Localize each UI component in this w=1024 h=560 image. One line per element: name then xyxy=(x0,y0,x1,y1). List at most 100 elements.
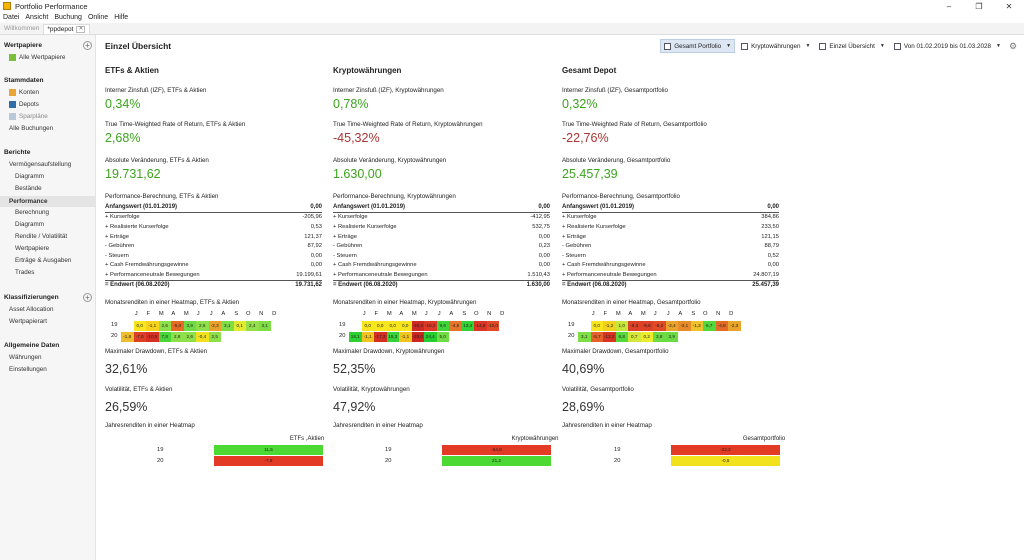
izf-value: 0,34% xyxy=(105,97,141,111)
sidebar-item-wertpapiere[interactable]: Wertpapiere xyxy=(15,245,50,252)
calc-row-label: Anfangswert (01.01.2019) xyxy=(333,204,406,211)
report-column: Gesamt Depot Interner Zinsfuß (IZF), Gesa… xyxy=(562,35,785,560)
sidebar-item-performance[interactable]: Performance xyxy=(0,196,95,207)
heatmap-cell: 7,8 xyxy=(158,332,171,342)
heatmap-cell: 0,0 xyxy=(361,321,374,331)
calc-row-value: 0,00 xyxy=(767,204,779,211)
heatmap-cell: 3,9 xyxy=(665,332,678,342)
heatmap-month-label: A xyxy=(399,311,404,317)
add-classification-icon[interactable]: + xyxy=(83,293,92,302)
minimize-button[interactable]: – xyxy=(946,1,952,11)
heatmap-month-label: N xyxy=(259,311,264,317)
yearly-heatmap-year: 20 xyxy=(385,458,392,464)
max-drawdown-label: Maximaler Drawdown, ETFs & Aktien xyxy=(105,348,208,355)
calc-row-label: + Cash Fremdwährungsgewinne xyxy=(333,262,417,269)
sidebar-section-stammdaten: Stammdaten xyxy=(4,77,44,84)
heatmap-cell: 3,1 xyxy=(221,321,234,331)
currency-filter-dropdown[interactable]: Kryptowährungen ▼ xyxy=(738,39,813,53)
sidebar-item-sparplaene[interactable]: Sparpläne xyxy=(9,113,48,120)
absolute-change-value: 25.457,39 xyxy=(562,167,618,181)
izf-label: Interner Zinsfuß (IZF), ETFs & Aktien xyxy=(105,87,207,94)
calc-row: + Realisierte Kurserfolge 0,53 xyxy=(105,222,322,232)
heatmap-cell: 2,5 xyxy=(208,332,221,342)
heatmap-cell: 13,4 xyxy=(461,321,474,331)
calc-row-label: Anfangswert (01.01.2019) xyxy=(105,204,178,211)
calc-row: Anfangswert (01.01.2019) 0,00 xyxy=(105,203,322,213)
sidebar-item-alle-buchungen[interactable]: Alle Buchungen xyxy=(9,125,54,132)
heatmap-month-label: A xyxy=(171,311,176,317)
sidebar-item-berechnung[interactable]: Berechnung xyxy=(15,209,49,216)
gear-icon[interactable]: ⚙ xyxy=(1009,40,1018,51)
sidebar-item-alle-wertpapiere[interactable]: Alle Wertpapiere xyxy=(9,54,65,61)
heatmap-month-label: J xyxy=(209,311,213,317)
view-mode-dropdown[interactable]: Einzel Übersicht ▼ xyxy=(816,39,887,53)
sidebar-item-rendite-volatilitaet[interactable]: Rendite / Volatilität xyxy=(15,233,68,240)
calc-row-value: 233,50 xyxy=(761,223,779,230)
heatmap-cell: -1,1 xyxy=(399,332,412,342)
yearly-heatmap-year: 19 xyxy=(614,447,621,453)
menu-online[interactable]: Online xyxy=(87,14,109,21)
performance-calc-label: Performance-Berechnung, Gesamtportfolio xyxy=(562,193,680,200)
portfolio-filter-dropdown[interactable]: Gesamt Portfolio ▼ xyxy=(660,39,736,53)
chevron-down-icon: ▼ xyxy=(726,43,732,49)
add-wertpapier-icon[interactable]: + xyxy=(83,41,92,50)
calc-row-value: 0,00 xyxy=(310,262,322,269)
heatmap-month-label: S xyxy=(462,311,467,317)
menu-datei[interactable]: Datei xyxy=(3,14,20,21)
calc-row-value: 24.807,19 xyxy=(753,271,779,278)
yearly-heatmap-cell: -7,8 xyxy=(214,456,323,466)
sidebar-item-wertpapierart[interactable]: Wertpapierart xyxy=(9,318,48,325)
menu-buchung[interactable]: Buchung xyxy=(54,14,82,21)
ttwror-value: 2,68% xyxy=(105,131,141,145)
sidebar-item-waehrungen[interactable]: Währungen xyxy=(9,354,42,361)
sidebar-item-ertraege-ausgaben[interactable]: Erträge & Ausgaben xyxy=(15,257,72,264)
savings-plan-icon xyxy=(9,113,16,120)
heatmap-cell: -9,3 xyxy=(628,321,641,331)
yearly-heatmap-cell: 21,2 xyxy=(442,456,551,466)
filter-icon xyxy=(664,42,672,50)
calc-row-value: 1.630,00 xyxy=(526,282,550,289)
sidebar-item-performance-diagramm[interactable]: Diagramm xyxy=(15,221,45,228)
close-button[interactable]: ✕ xyxy=(1005,1,1013,11)
heatmap-month-label: M xyxy=(411,311,417,317)
calc-row-value: 121,15 xyxy=(761,233,779,240)
sidebar-item-vermoegensaufstellung[interactable]: Vermögensaufstellung xyxy=(9,161,72,168)
heatmap-month-label: M xyxy=(640,311,646,317)
calc-row-label: = Endwert (06.08.2020) xyxy=(562,282,627,289)
menu-ansicht[interactable]: Ansicht xyxy=(25,14,49,21)
heatmap-cell: -4,5 xyxy=(449,321,462,331)
sidebar-item-bestaende[interactable]: Bestände xyxy=(15,185,42,192)
tab-ppdepot[interactable]: *ppdepot ✕ xyxy=(43,24,91,34)
heatmap-month-label: J xyxy=(196,311,200,317)
calc-row-label: - Steuern xyxy=(105,252,129,259)
sidebar-item-konten[interactable]: Konten xyxy=(9,89,39,96)
sidebar-item-depots[interactable]: Depots xyxy=(9,101,39,108)
tab-close-icon[interactable]: ✕ xyxy=(76,26,86,33)
monthly-heatmap-label: Monatsrenditen in einer Heatmap, Kryptow… xyxy=(333,299,477,306)
heatmap-cell: 0,2 xyxy=(640,332,653,342)
sidebar-item-trades[interactable]: Trades xyxy=(15,269,35,276)
calc-row: - Gebühren 87,92 xyxy=(105,241,322,251)
calc-row-label: + Performanceneutrale Bewegungen xyxy=(562,271,657,278)
tab-welcome[interactable]: Willkommen xyxy=(4,25,40,32)
period-dropdown[interactable]: Von 01.02.2019 bis 01.03.2028 ▼ xyxy=(891,39,1004,53)
yearly-heatmap-label: Jahresrenditen in einer Heatmap xyxy=(333,422,423,429)
maximize-button[interactable]: ❐ xyxy=(975,1,983,11)
menu-hilfe[interactable]: Hilfe xyxy=(114,14,129,21)
sidebar-section-wertpapiere: Wertpapiere xyxy=(4,42,42,49)
heatmap-year: 19 xyxy=(111,322,118,328)
sidebar-item-diagramm[interactable]: Diagramm xyxy=(15,173,45,180)
sidebar-item-einstellungen[interactable]: Einstellungen xyxy=(9,366,47,373)
heatmap-month-label: S xyxy=(234,311,239,317)
chevron-down-icon: ▼ xyxy=(805,43,811,49)
sidebar-item-asset-allocation[interactable]: Asset Allocation xyxy=(9,306,54,313)
heatmap-month-label: D xyxy=(500,311,505,317)
calc-row: + Cash Fremdwährungsgewinne 0,00 xyxy=(333,261,550,271)
volatility-label: Volatilität, Gesamtportfolio xyxy=(562,386,634,393)
heatmap-cell: 5,0 xyxy=(436,332,449,342)
heatmap-cell: 2,6 xyxy=(158,321,171,331)
heatmap-cell: 0,7 xyxy=(628,332,641,342)
calc-row: Anfangswert (01.01.2019) 0,00 xyxy=(562,203,779,213)
calc-row-value: 384,86 xyxy=(761,214,779,221)
heatmap-cell: -5,7 xyxy=(590,332,603,342)
